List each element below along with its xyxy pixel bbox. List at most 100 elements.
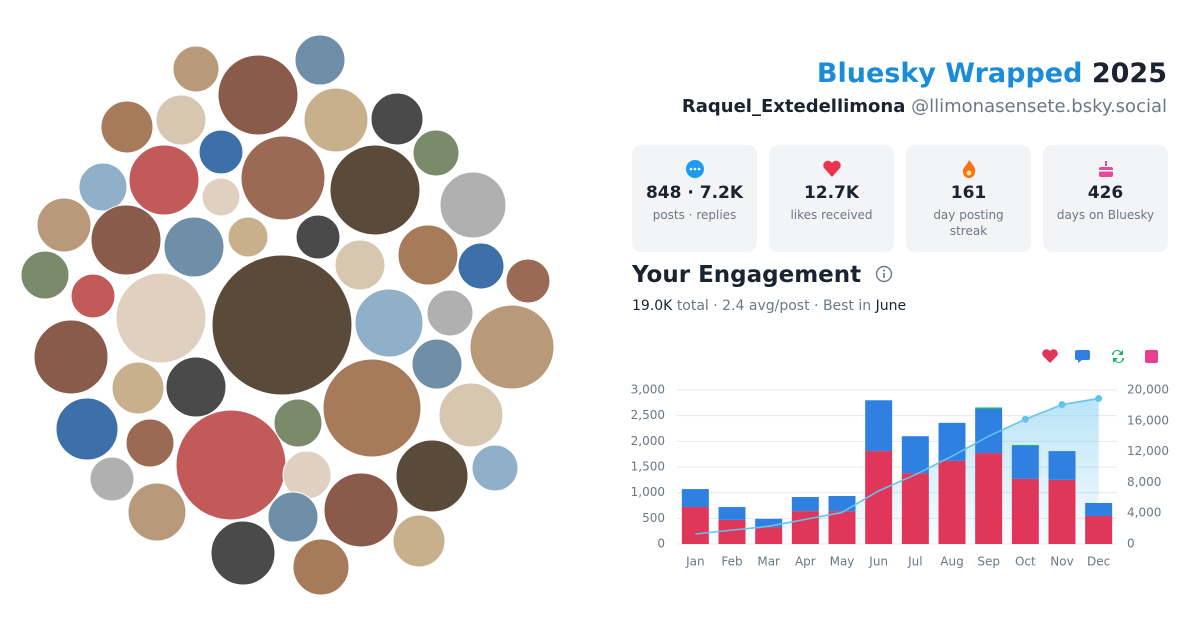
x-tick-label: Aug	[940, 555, 963, 569]
avatar	[292, 538, 350, 596]
stat-value: 161	[950, 183, 987, 203]
legend-icon	[1112, 350, 1124, 364]
display-name: Raquel_Extedellimona	[681, 96, 906, 117]
bar	[791, 497, 819, 512]
line-point	[1058, 401, 1066, 409]
bar	[975, 407, 1003, 409]
bar	[901, 473, 929, 544]
x-tick-label: Nov	[1050, 555, 1073, 569]
avatar	[33, 319, 109, 395]
avatar	[210, 520, 276, 586]
avatar	[273, 398, 323, 448]
avatar	[411, 338, 463, 390]
line-point	[1095, 394, 1103, 402]
year: 2025	[1091, 58, 1167, 89]
line-point	[1021, 415, 1029, 423]
avatar	[329, 144, 421, 236]
avatar	[175, 409, 287, 521]
avatar	[395, 439, 469, 513]
stat-label: posts · replies	[652, 208, 737, 222]
stat-card: 848 · 7.2K posts · replies	[632, 145, 757, 252]
avatar	[370, 92, 424, 146]
avatar	[55, 397, 119, 461]
stat-value: 426	[1087, 183, 1124, 203]
avatar	[471, 444, 519, 492]
avatar	[165, 356, 227, 418]
bar	[1085, 502, 1113, 517]
x-tick-label: Jun	[868, 555, 888, 569]
bar	[1011, 445, 1039, 479]
x-tick-label: Feb	[721, 555, 742, 569]
y2-tick-label: 16,000	[1127, 413, 1169, 427]
bar	[718, 519, 746, 544]
bar	[681, 507, 709, 544]
icon	[685, 160, 704, 178]
icon	[962, 160, 975, 178]
summary-text: total · 2.4 avg/post · Best in	[676, 298, 872, 314]
avatar	[36, 197, 92, 253]
avatar	[227, 216, 269, 258]
avatar	[469, 304, 555, 390]
bar	[828, 496, 856, 512]
avatar	[334, 239, 386, 291]
avatar	[201, 177, 241, 217]
bar	[828, 511, 856, 544]
avatar	[267, 491, 319, 543]
legend-icon	[1075, 350, 1090, 363]
info-icon[interactable]	[875, 265, 893, 283]
y-tick-label: 3,000	[631, 383, 665, 397]
bar	[865, 451, 893, 544]
avatar	[294, 34, 346, 86]
stat-card: 12.7K likes received	[769, 145, 894, 252]
x-tick-label: Jul	[907, 555, 922, 569]
y-tick-label: 1,500	[631, 460, 665, 474]
section-title: Your Engagement	[632, 262, 893, 288]
bar	[791, 511, 819, 544]
bar	[1048, 479, 1076, 544]
avatar	[20, 250, 70, 300]
avatar	[392, 514, 446, 568]
avatar	[354, 288, 424, 358]
summary: 19.0K total · 2.4 avg/post · Best in Jun…	[632, 298, 906, 314]
avatar	[240, 135, 326, 221]
avatar	[172, 45, 220, 93]
avatar	[322, 358, 422, 458]
bar	[975, 408, 1003, 454]
avatar	[303, 87, 369, 153]
avatar	[295, 214, 341, 260]
avatar	[438, 382, 504, 448]
y2-tick-label: 12,000	[1127, 444, 1169, 458]
bar	[755, 518, 783, 528]
x-tick-label: Dec	[1087, 555, 1110, 569]
y2-tick-label: 20,000	[1127, 383, 1169, 397]
bar	[755, 527, 783, 544]
stat-label: day posting streak	[933, 208, 1004, 238]
y-tick-label: 500	[642, 511, 665, 525]
avatar	[100, 100, 154, 154]
stat-card: 161 day posting streak	[906, 145, 1031, 252]
legend-icon	[1042, 349, 1058, 363]
avatar	[125, 418, 175, 468]
stat-card: 426 days on Bluesky	[1043, 145, 1168, 252]
y2-tick-label: 0	[1127, 537, 1135, 551]
bar	[1011, 478, 1039, 544]
user: Raquel_Extedellimona @llimonasensete.bsk…	[682, 96, 1167, 117]
avatar	[439, 171, 507, 239]
bar	[938, 460, 966, 544]
y2-tick-label: 4,000	[1127, 506, 1161, 520]
avatar	[198, 129, 244, 175]
avatar	[89, 456, 135, 502]
x-tick-label: Mar	[757, 555, 780, 569]
bar	[1048, 451, 1076, 480]
handle: @llimonasensete.bsky.social	[911, 96, 1167, 117]
stat-label: days on Bluesky	[1056, 208, 1155, 222]
avatar	[155, 94, 207, 146]
bar	[718, 507, 746, 520]
icon	[822, 160, 841, 177]
avatar	[211, 254, 353, 396]
bar	[1085, 516, 1113, 544]
bar	[681, 489, 709, 508]
y-tick-label: 1,000	[631, 485, 665, 499]
x-tick-label: Sep	[977, 555, 1000, 569]
